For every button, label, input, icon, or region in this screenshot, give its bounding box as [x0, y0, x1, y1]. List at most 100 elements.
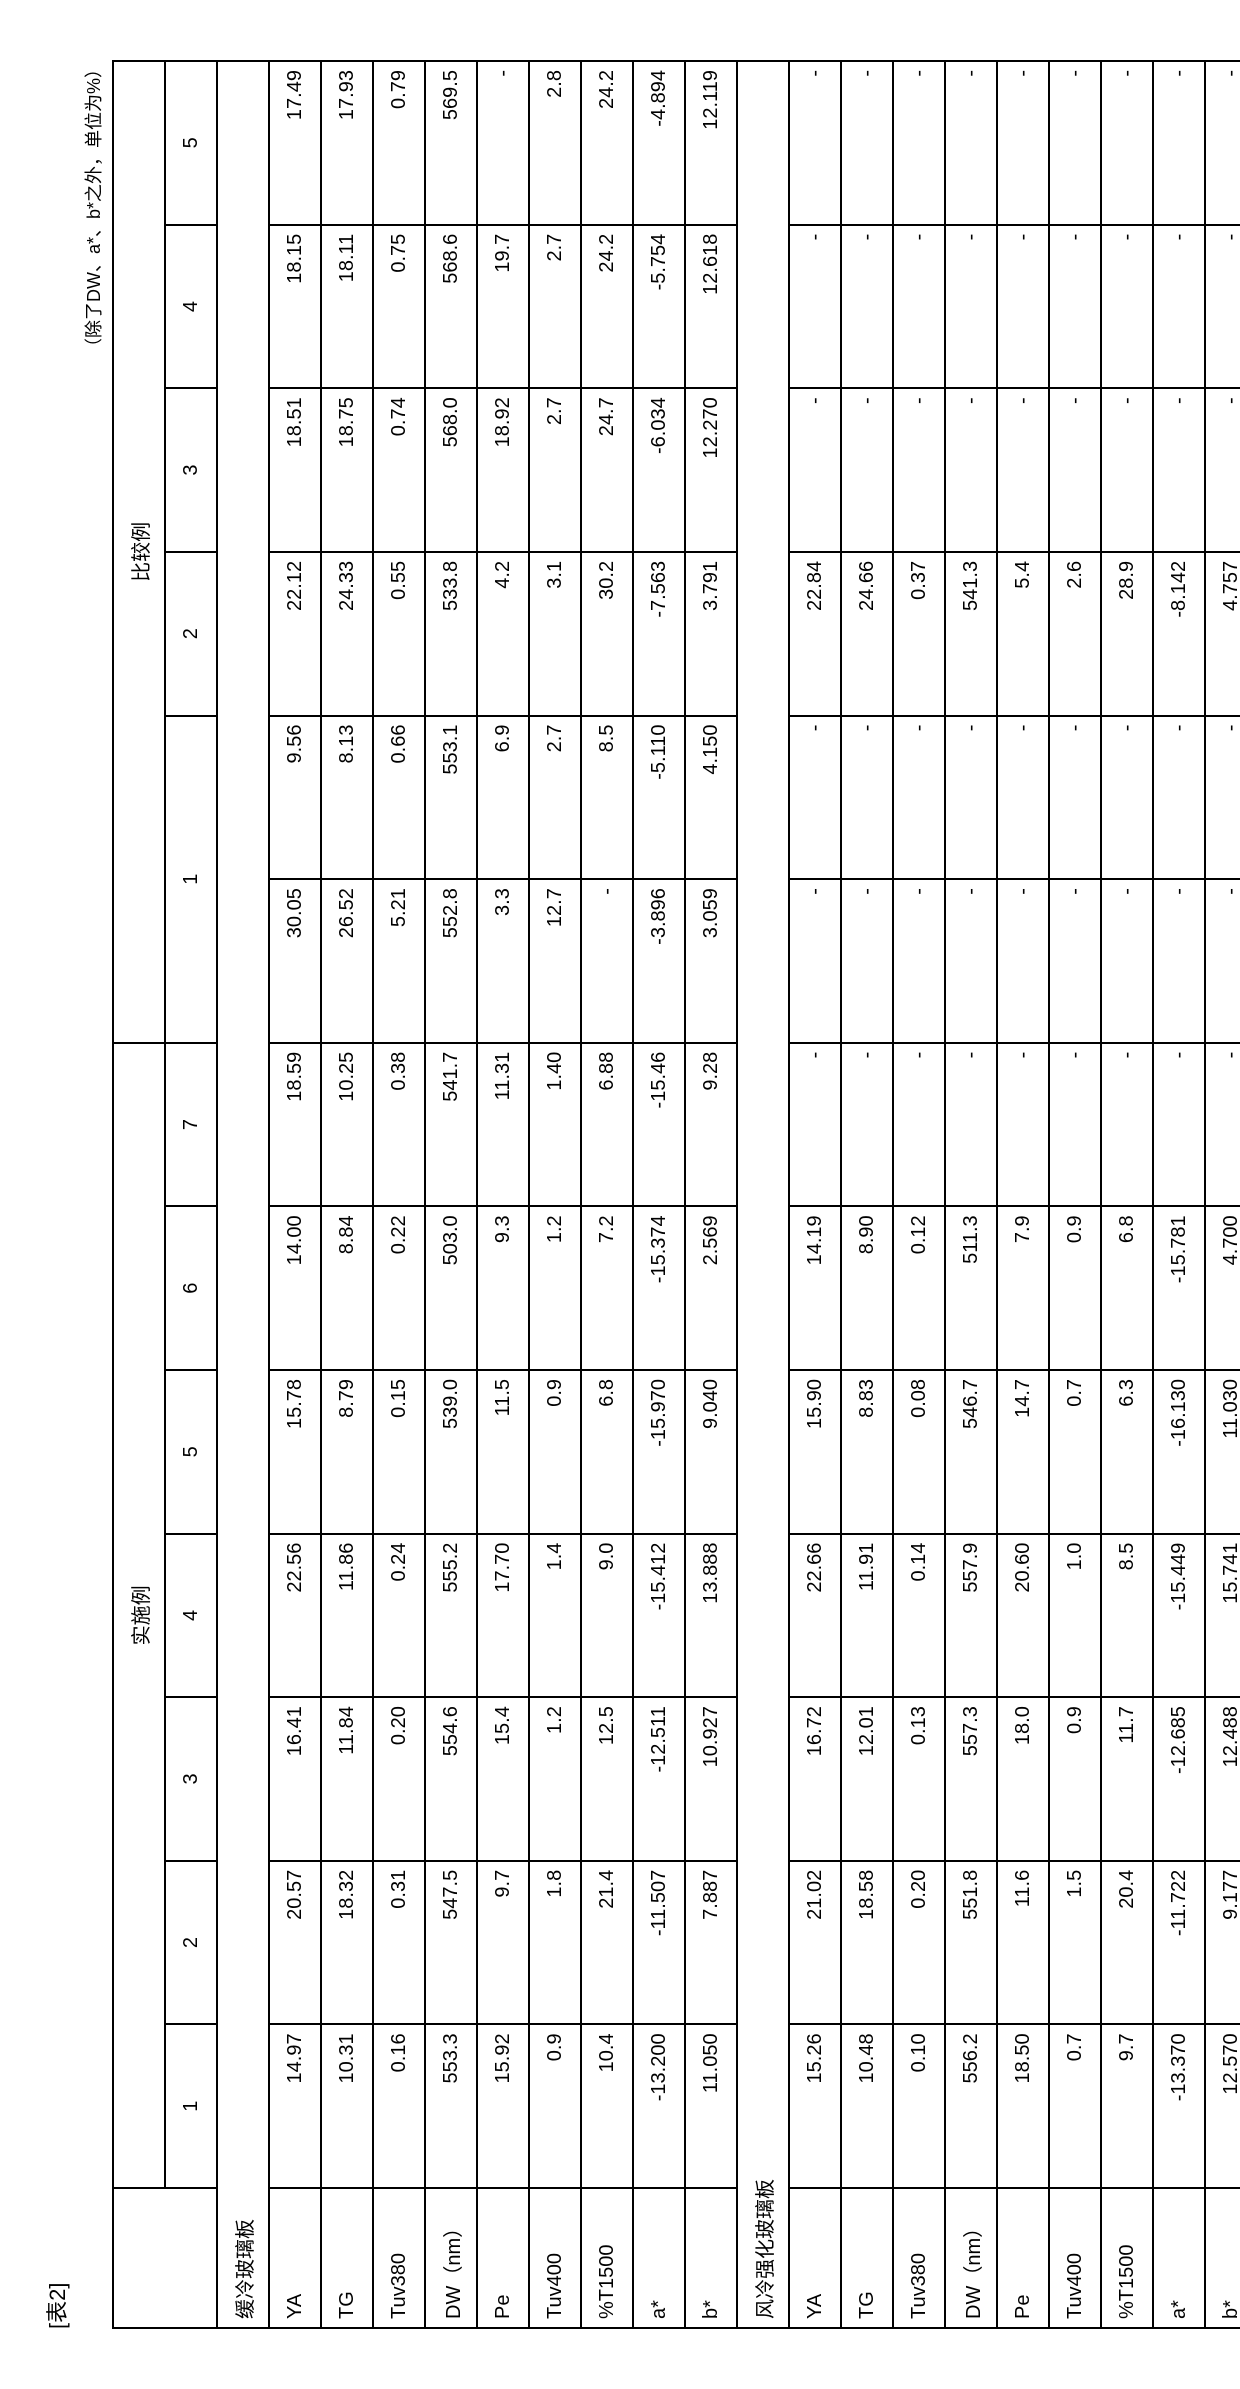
row-label: b*: [1205, 2188, 1240, 2328]
data-cell: 9.7: [1101, 2024, 1153, 2188]
data-cell: 0.38: [373, 1043, 425, 1207]
table-row: %T15009.720.411.78.56.36.8---28.9---: [1101, 61, 1153, 2328]
data-cell: 6.88: [581, 1043, 633, 1207]
table-row: YA14.9720.5716.4122.5615.7814.0018.5930.…: [269, 61, 321, 2328]
data-cell: -15.412: [633, 1534, 685, 1698]
data-cell: -8.142: [1153, 552, 1205, 716]
row-label: YA: [789, 2188, 841, 2328]
data-cell: -: [789, 879, 841, 1043]
data-cell: 10.927: [685, 1697, 737, 1861]
col-num: 1: [165, 2024, 217, 2188]
section2-label: 风冷强化玻璃板: [737, 61, 789, 2328]
table-row: TG10.4818.5812.0111.918.838.90---24.66--…: [841, 61, 893, 2328]
row-label: TG: [321, 2188, 373, 2328]
data-cell: 13.888: [685, 1534, 737, 1698]
data-cell: 22.12: [269, 552, 321, 716]
data-cell: 554.6: [425, 1697, 477, 1861]
data-cell: -: [1049, 1043, 1101, 1207]
data-cell: 553.3: [425, 2024, 477, 2188]
data-cell: 4.757: [1205, 552, 1240, 716]
data-cell: 12.488: [1205, 1697, 1240, 1861]
data-cell: 1.2: [529, 1206, 581, 1370]
data-cell: 11.91: [841, 1534, 893, 1698]
data-cell: 22.84: [789, 552, 841, 716]
data-cell: -13.370: [1153, 2024, 1205, 2188]
data-cell: -7.563: [633, 552, 685, 716]
data-cell: 18.32: [321, 1861, 373, 2025]
data-cell: -15.374: [633, 1206, 685, 1370]
data-cell: 12.7: [529, 879, 581, 1043]
col-num: 3: [165, 1697, 217, 1861]
data-cell: 9.56: [269, 716, 321, 880]
data-cell: 14.97: [269, 2024, 321, 2188]
data-cell: 6.3: [1101, 1370, 1153, 1534]
data-cell: -: [841, 1043, 893, 1207]
data-cell: 2.7: [529, 716, 581, 880]
data-cell: 568.0: [425, 388, 477, 552]
data-cell: 8.5: [581, 716, 633, 880]
data-cell: 18.11: [321, 225, 373, 389]
data-cell: 14.7: [997, 1370, 1049, 1534]
col-num: 2: [165, 1861, 217, 2025]
data-cell: 9.28: [685, 1043, 737, 1207]
data-cell: 19.7: [477, 225, 529, 389]
data-cell: -: [1049, 225, 1101, 389]
data-cell: 0.9: [529, 1370, 581, 1534]
data-cell: 557.9: [945, 1534, 997, 1698]
data-cell: -: [997, 61, 1049, 225]
data-cell: 17.93: [321, 61, 373, 225]
data-cell: 0.74: [373, 388, 425, 552]
data-cell: 9.7: [477, 1861, 529, 2025]
data-cell: -: [1153, 879, 1205, 1043]
data-cell: 11.050: [685, 2024, 737, 2188]
data-cell: 28.9: [1101, 552, 1153, 716]
data-cell: -: [997, 1043, 1049, 1207]
col-num: 5: [165, 61, 217, 225]
data-cell: 2.569: [685, 1206, 737, 1370]
data-cell: 1.8: [529, 1861, 581, 2025]
data-cell: 503.0: [425, 1206, 477, 1370]
table-row: Tuv3800.100.200.130.140.080.12---0.37---: [893, 61, 945, 2328]
data-cell: 546.7: [945, 1370, 997, 1534]
table-note: （除了DW、a*、b*之外，单位为%）: [80, 60, 106, 2329]
data-cell: 8.79: [321, 1370, 373, 1534]
data-cell: 553.1: [425, 716, 477, 880]
data-cell: 541.7: [425, 1043, 477, 1207]
row-label: DW（nm）: [425, 2188, 477, 2328]
data-cell: 2.7: [529, 225, 581, 389]
data-cell: -: [997, 388, 1049, 552]
data-cell: 0.20: [373, 1697, 425, 1861]
row-label: Tuv380: [893, 2188, 945, 2328]
data-cell: -12.511: [633, 1697, 685, 1861]
data-cell: -: [893, 879, 945, 1043]
data-cell: 0.79: [373, 61, 425, 225]
data-cell: -: [789, 388, 841, 552]
data-cell: 10.31: [321, 2024, 373, 2188]
data-cell: 12.01: [841, 1697, 893, 1861]
data-cell: 18.75: [321, 388, 373, 552]
data-cell: 24.2: [581, 225, 633, 389]
data-cell: 6.9: [477, 716, 529, 880]
row-label: Tuv400: [529, 2188, 581, 2328]
data-cell: 0.14: [893, 1534, 945, 1698]
data-cell: -: [789, 61, 841, 225]
data-cell: 22.56: [269, 1534, 321, 1698]
data-cell: -: [997, 879, 1049, 1043]
data-cell: 15.92: [477, 2024, 529, 2188]
data-cell: -13.200: [633, 2024, 685, 2188]
group-example: 实施例: [113, 1043, 165, 2188]
data-cell: -: [789, 225, 841, 389]
data-cell: 18.51: [269, 388, 321, 552]
data-cell: -: [1153, 225, 1205, 389]
data-cell: 0.7: [1049, 1370, 1101, 1534]
col-num: 6: [165, 1206, 217, 1370]
row-label: Pe: [997, 2188, 1049, 2328]
data-cell: -: [1205, 716, 1240, 880]
data-cell: -5.754: [633, 225, 685, 389]
data-cell: -: [841, 61, 893, 225]
data-cell: 18.0: [997, 1697, 1049, 1861]
data-cell: 12.270: [685, 388, 737, 552]
data-cell: 11.6: [997, 1861, 1049, 2025]
col-num: 3: [165, 388, 217, 552]
table-row: Tuv3800.160.310.200.240.150.220.385.210.…: [373, 61, 425, 2328]
